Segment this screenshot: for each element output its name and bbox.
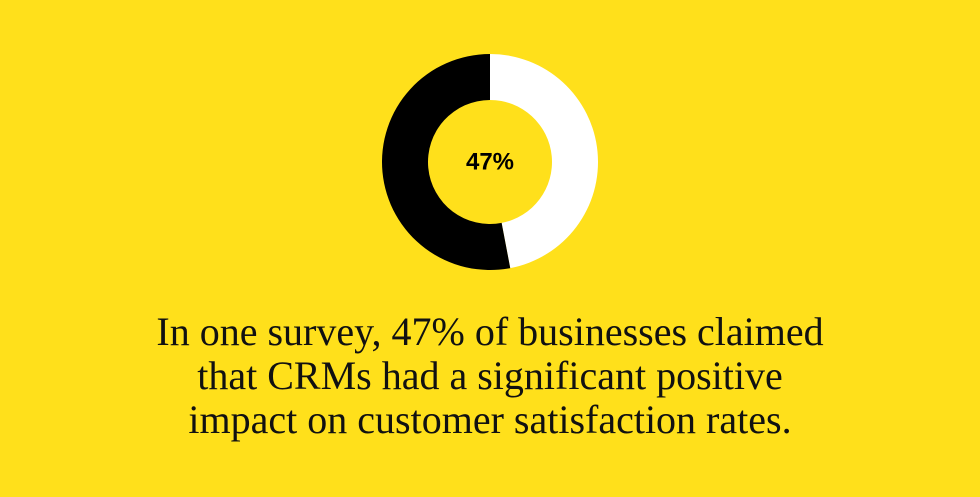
donut-center-label: 47% [466,149,514,176]
caption-line-2: that CRMs had a significant positive [197,353,783,398]
donut-slice-2 [382,54,511,270]
survey-caption: In one survey, 47% of businesses claimed… [40,310,940,442]
donut-chart-svg: 47% [382,54,598,270]
donut-slices [382,54,598,270]
donut-slice-1 [490,54,598,269]
caption-line-3: impact on customer satisfaction rates. [188,397,792,442]
donut-chart: 47% [382,54,598,270]
caption-line-1: In one survey, 47% of businesses claimed [156,309,824,354]
